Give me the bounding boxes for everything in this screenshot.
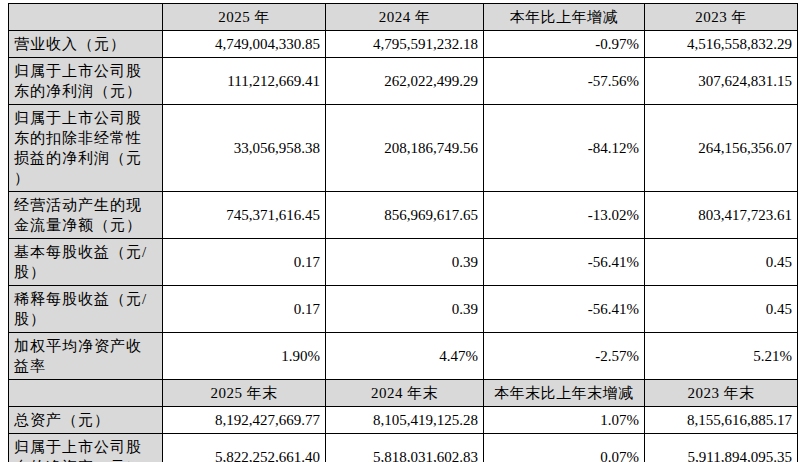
- header-yoy-change: 本年比上年增减: [484, 4, 645, 31]
- value-change-cell: -57.56%: [484, 58, 645, 105]
- value-2023-cell: 0.45: [645, 239, 798, 286]
- value-2025-cell: 8,192,427,669.77: [163, 407, 326, 434]
- value-change-cell: -13.02%: [484, 192, 645, 239]
- corner-header-cell-2: [9, 380, 163, 407]
- value-2023-cell: 264,156,356.07: [645, 105, 798, 192]
- value-2023-cell: 0.45: [645, 286, 798, 333]
- value-2023-cell: 5,911,894,095.35: [645, 434, 798, 462]
- value-2025-cell: 1.90%: [163, 333, 326, 380]
- value-2023-cell: 803,417,723.61: [645, 192, 798, 239]
- table-row-deducted-net-profit: 归属于上市公司股东的扣除非经常性损益的净利润（元） 33,056,958.38 …: [9, 105, 798, 192]
- value-2024-cell: 856,969,617.65: [326, 192, 484, 239]
- table-row-total-assets: 总资产（元） 8,192,427,669.77 8,105,419,125.28…: [9, 407, 798, 434]
- value-2024-cell: 8,105,419,125.28: [326, 407, 484, 434]
- metric-label-cell: 营业收入（元）: [9, 31, 163, 58]
- metric-label-cell: 总资产（元）: [9, 407, 163, 434]
- value-change-cell: -0.97%: [484, 31, 645, 58]
- header-2025: 2025 年: [163, 4, 326, 31]
- value-2025-cell: 5,822,252,661.40: [163, 434, 326, 462]
- value-2024-cell: 4,795,591,232.18: [326, 31, 484, 58]
- corner-header-cell: [9, 4, 163, 31]
- value-2025-cell: 0.17: [163, 286, 326, 333]
- metric-label-cell: 加权平均净资产收益率: [9, 333, 163, 380]
- metric-label-cell: 归属于上市公司股东的净利润（元）: [9, 58, 163, 105]
- table-row-weighted-avg-roe: 加权平均净资产收益率 1.90% 4.47% -2.57% 5.21%: [9, 333, 798, 380]
- table-row-basic-eps: 基本每股收益（元/股） 0.17 0.39 -56.41% 0.45: [9, 239, 798, 286]
- table-row-net-assets: 归属于上市公司股东的净资产（元） 5,822,252,661.40 5,818,…: [9, 434, 798, 462]
- value-2024-cell: 208,186,749.56: [326, 105, 484, 192]
- header-2025-end: 2025 年末: [163, 380, 326, 407]
- header-2023-end: 2023 年末: [645, 380, 798, 407]
- value-2023-cell: 307,624,831.15: [645, 58, 798, 105]
- value-change-cell: 0.07%: [484, 434, 645, 462]
- financial-summary-table: 2025 年 2024 年 本年比上年增减 2023 年 营业收入（元） 4,7…: [8, 3, 798, 462]
- value-2024-cell: 0.39: [326, 239, 484, 286]
- value-change-cell: -2.57%: [484, 333, 645, 380]
- value-2023-cell: 5.21%: [645, 333, 798, 380]
- metric-label-cell: 归属于上市公司股东的净资产（元）: [9, 434, 163, 462]
- page-container: 2025 年 2024 年 本年比上年增减 2023 年 营业收入（元） 4,7…: [0, 0, 807, 462]
- header-row-annual: 2025 年 2024 年 本年比上年增减 2023 年: [9, 4, 798, 31]
- metric-label-cell: 归属于上市公司股东的扣除非经常性损益的净利润（元）: [9, 105, 163, 192]
- value-2023-cell: 8,155,616,885.17: [645, 407, 798, 434]
- value-2023-cell: 4,516,558,832.29: [645, 31, 798, 58]
- value-2024-cell: 262,022,499.29: [326, 58, 484, 105]
- value-2025-cell: 33,056,958.38: [163, 105, 326, 192]
- value-change-cell: 1.07%: [484, 407, 645, 434]
- value-2024-cell: 0.39: [326, 286, 484, 333]
- value-2025-cell: 111,212,669.41: [163, 58, 326, 105]
- metric-label-cell: 稀释每股收益（元/股）: [9, 286, 163, 333]
- header-yoy-end-change: 本年末比上年末增减: [484, 380, 645, 407]
- header-2023: 2023 年: [645, 4, 798, 31]
- value-change-cell: -56.41%: [484, 239, 645, 286]
- table-row-revenue: 营业收入（元） 4,749,004,330.85 4,795,591,232.1…: [9, 31, 798, 58]
- table-row-operating-cash-flow: 经营活动产生的现金流量净额（元） 745,371,616.45 856,969,…: [9, 192, 798, 239]
- table-row-net-profit: 归属于上市公司股东的净利润（元） 111,212,669.41 262,022,…: [9, 58, 798, 105]
- value-change-cell: -84.12%: [484, 105, 645, 192]
- value-2025-cell: 745,371,616.45: [163, 192, 326, 239]
- value-2024-cell: 4.47%: [326, 333, 484, 380]
- table-row-diluted-eps: 稀释每股收益（元/股） 0.17 0.39 -56.41% 0.45: [9, 286, 798, 333]
- metric-label-cell: 基本每股收益（元/股）: [9, 239, 163, 286]
- header-row-period-end: 2025 年末 2024 年末 本年末比上年末增减 2023 年末: [9, 380, 798, 407]
- value-change-cell: -56.41%: [484, 286, 645, 333]
- value-2025-cell: 4,749,004,330.85: [163, 31, 326, 58]
- value-2025-cell: 0.17: [163, 239, 326, 286]
- header-2024: 2024 年: [326, 4, 484, 31]
- header-2024-end: 2024 年末: [326, 380, 484, 407]
- metric-label-cell: 经营活动产生的现金流量净额（元）: [9, 192, 163, 239]
- value-2024-cell: 5,818,031,602.83: [326, 434, 484, 462]
